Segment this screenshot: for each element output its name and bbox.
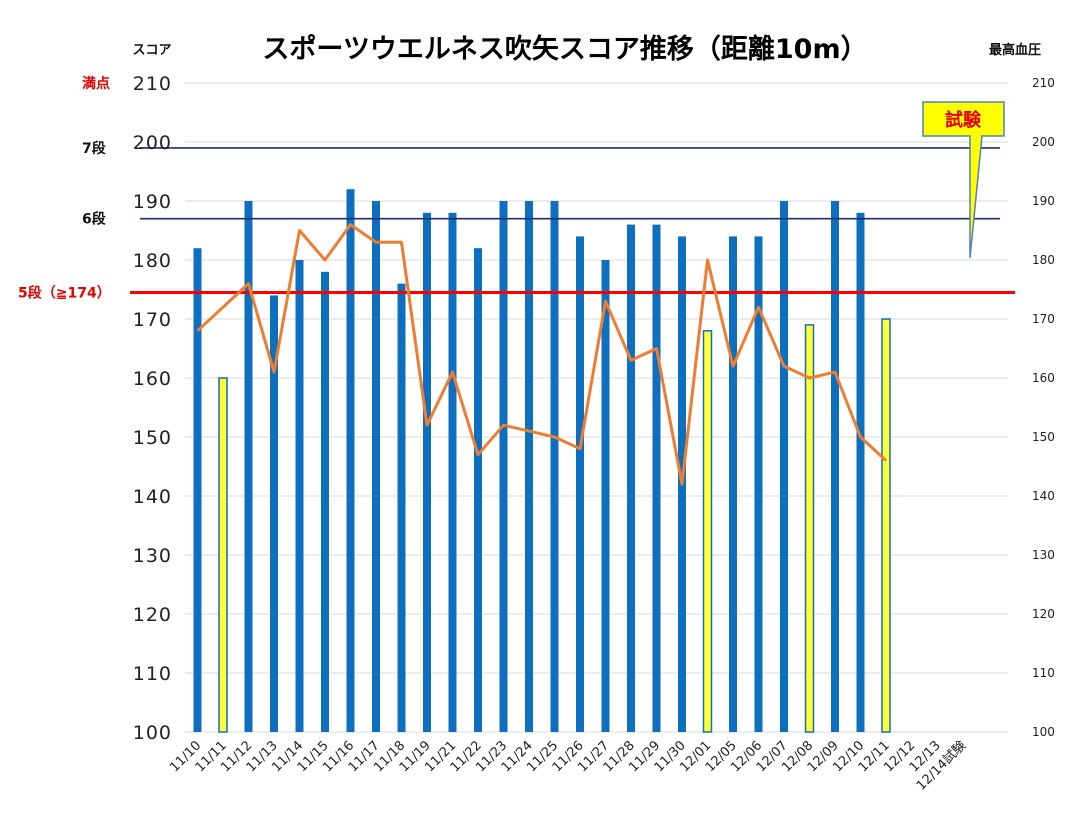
bar xyxy=(193,248,202,732)
bar xyxy=(550,201,559,732)
y-tick-label: 120 xyxy=(133,604,172,626)
y2-tick-label: 190 xyxy=(1032,194,1055,208)
bar xyxy=(448,212,457,733)
bar-series xyxy=(193,189,891,733)
bar xyxy=(218,377,228,733)
bar xyxy=(295,260,304,732)
y2-tick-label: 120 xyxy=(1032,607,1055,621)
x-axis: 11/1011/1111/1211/1311/1411/1511/1611/17… xyxy=(167,738,969,794)
bar xyxy=(499,201,508,732)
y-tick-label: 110 xyxy=(133,663,172,685)
bar xyxy=(321,271,329,732)
y2-tick-label: 100 xyxy=(1032,725,1055,739)
y2-tick-label: 110 xyxy=(1032,666,1055,680)
callout: 試験 xyxy=(922,101,1005,259)
y-tick-label: 200 xyxy=(133,132,172,154)
y-axis-label: スコア xyxy=(132,43,171,58)
y2-axis: 100 110 120 130 140 150 160 170 180 190 200 210 xyxy=(1032,76,1055,739)
y2-axis-label: 最高血圧 xyxy=(989,42,1041,58)
chart-title: スポーツウエルネス吹矢スコア推移（距離10m） xyxy=(262,33,867,65)
blood-pressure-line xyxy=(196,223,888,486)
callout-shape xyxy=(922,101,1005,259)
bar xyxy=(627,224,635,732)
callout-text: 試験 xyxy=(945,109,982,131)
bar xyxy=(881,318,891,733)
bar xyxy=(831,201,839,732)
bar xyxy=(244,201,253,732)
reference-label: 6段 xyxy=(82,211,106,228)
y-tick-label: 190 xyxy=(133,191,172,213)
reference-label: 満点 xyxy=(82,75,110,92)
y-tick-label: 170 xyxy=(133,309,172,331)
bar xyxy=(601,260,610,732)
bar xyxy=(576,236,584,732)
line-series xyxy=(196,223,888,486)
y2-tick-label: 200 xyxy=(1032,135,1055,149)
y2-tick-label: 210 xyxy=(1032,76,1055,90)
y2-tick-label: 160 xyxy=(1032,371,1055,385)
bar xyxy=(754,236,763,732)
y-tick-label: 150 xyxy=(133,427,172,449)
y-tick-label: 100 xyxy=(133,722,172,744)
bar xyxy=(423,212,431,733)
y2-tick-label: 180 xyxy=(1032,253,1055,267)
bar xyxy=(702,330,713,733)
bar xyxy=(397,283,406,732)
bar xyxy=(856,212,865,733)
bar xyxy=(729,236,737,732)
y2-tick-label: 170 xyxy=(1032,312,1055,326)
bar xyxy=(270,295,278,732)
bar xyxy=(804,324,815,733)
y-tick-label: 180 xyxy=(133,250,172,272)
y-tick-label: 160 xyxy=(133,368,172,390)
y2-tick-label: 150 xyxy=(1032,430,1055,444)
y2-tick-label: 130 xyxy=(1032,548,1055,562)
reference-lines: 満点 7段 6段 5段（≧174） xyxy=(18,75,1015,301)
bar xyxy=(372,201,380,732)
reference-label: 7段 xyxy=(82,140,106,157)
reference-label: 5段（≧174） xyxy=(18,284,111,301)
y-axis: 100 110 120 130 140 150 160 170 180 190 200 210 xyxy=(133,73,172,744)
bar xyxy=(525,201,533,732)
y-tick-label: 210 xyxy=(133,73,172,95)
y-tick-label: 130 xyxy=(133,545,172,567)
bar xyxy=(652,224,661,732)
y-tick-label: 140 xyxy=(133,486,172,508)
bar xyxy=(474,248,482,732)
y2-tick-label: 140 xyxy=(1032,489,1055,503)
bar xyxy=(780,201,788,732)
bar xyxy=(346,189,355,732)
